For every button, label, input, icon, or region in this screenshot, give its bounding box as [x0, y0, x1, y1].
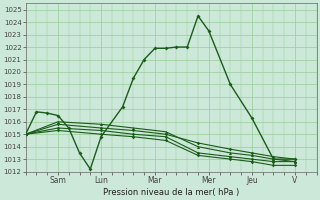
X-axis label: Pression niveau de la mer( hPa ): Pression niveau de la mer( hPa )	[103, 188, 239, 197]
